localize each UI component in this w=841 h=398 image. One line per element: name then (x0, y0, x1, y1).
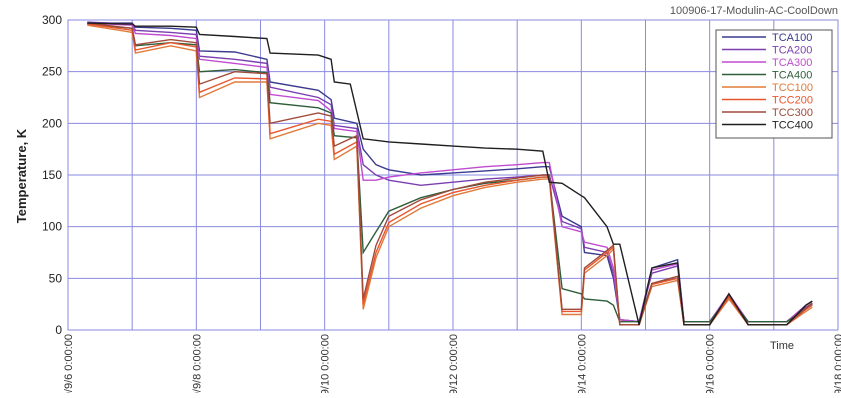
y-tick-label: 0 (55, 323, 62, 337)
legend-label: TCC100 (772, 82, 813, 94)
x-tick-label: 10/9/6 0:00:00 (63, 334, 75, 393)
y-axis-ticks: 0 50 100 150 200 250 300 (42, 13, 62, 337)
chart-title: 100906-17-Modulin-AC-CoolDown (670, 5, 838, 17)
y-axis-label: Temperature, K (14, 128, 29, 223)
y-tick-label: 150 (42, 168, 62, 182)
x-axis-label: Time (770, 340, 794, 352)
x-tick-label: 10/9/12 0:00:00 (448, 334, 460, 393)
y-tick-label: 200 (42, 116, 62, 130)
x-tick-label: 10/9/14 0:00:00 (576, 334, 588, 393)
x-tick-label: 10/9/8 0:00:00 (191, 334, 203, 393)
legend-label: TCC200 (772, 95, 813, 107)
series-line-tcc400 (87, 22, 813, 326)
legend-box (715, 29, 833, 139)
y-tick-label: 50 (49, 271, 63, 285)
legend-label: TCA100 (772, 32, 812, 44)
x-tick-label: 10/9/18 0:00:00 (833, 334, 841, 393)
legend: TCA100TCA200TCA300TCA400TCC100TCC200TCC3… (715, 29, 833, 139)
legend-label: TCC400 (772, 120, 813, 132)
x-tick-label: 10/9/16 0:00:00 (705, 334, 717, 393)
y-tick-label: 250 (42, 65, 62, 79)
legend-label: TCA300 (772, 57, 812, 69)
series-layer (87, 21, 813, 326)
y-tick-label: 300 (42, 13, 62, 27)
x-tick-label: 10/9/10 0:00:00 (320, 334, 332, 393)
legend-label: TCA400 (772, 70, 812, 82)
legend-label: TCA200 (772, 45, 812, 57)
legend-label: TCC300 (772, 107, 813, 119)
x-axis-ticks: 10/9/6 0:00:00 10/9/8 0:00:00 10/9/10 0:00… (63, 334, 841, 398)
y-tick-label: 100 (42, 220, 62, 234)
